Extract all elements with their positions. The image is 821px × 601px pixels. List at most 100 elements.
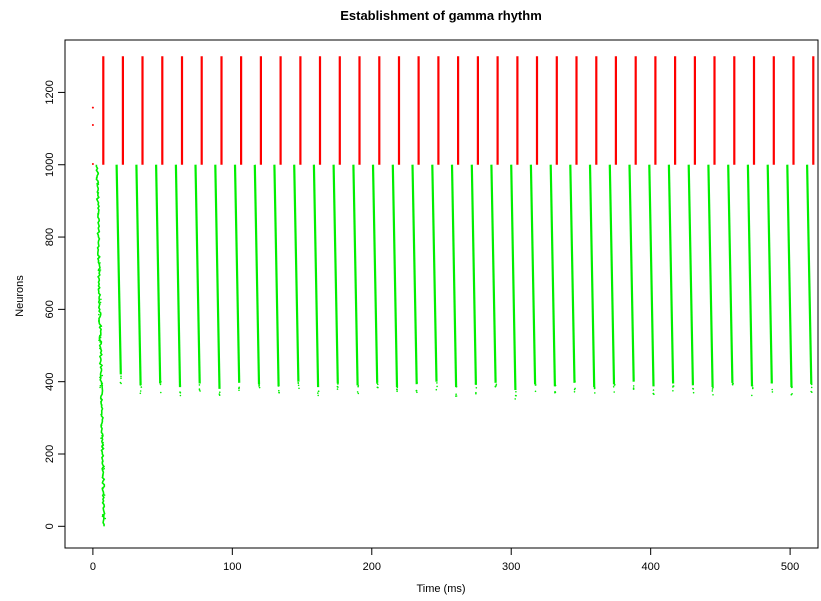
excitatory-spike xyxy=(594,387,596,389)
excitatory-spike xyxy=(238,386,240,389)
excitatory-spike xyxy=(99,376,101,379)
excitatory-spike xyxy=(495,383,498,386)
excitatory-spike xyxy=(336,388,339,390)
excitatory-spike xyxy=(672,385,675,387)
y-axis-label: Neurons xyxy=(14,275,26,317)
excitatory-spike xyxy=(100,398,102,400)
excitatory-spike xyxy=(810,390,812,393)
excitatory-spike xyxy=(101,374,104,377)
chart-title: Establishment of gamma rhythm xyxy=(340,8,542,23)
excitatory-spike xyxy=(376,382,378,385)
excitatory-spike xyxy=(711,388,714,390)
excitatory-spike xyxy=(104,517,107,520)
excitatory-spike xyxy=(101,474,104,476)
excitatory-spike xyxy=(238,389,240,392)
excitatory-burst xyxy=(727,164,734,383)
excitatory-spike xyxy=(712,386,714,389)
excitatory-spike xyxy=(179,394,182,397)
excitatory-spike xyxy=(652,392,654,395)
excitatory-spike xyxy=(98,320,100,323)
excitatory-spike xyxy=(102,506,105,509)
excitatory-spike xyxy=(632,385,635,387)
excitatory-burst xyxy=(628,164,635,382)
excitatory-spike xyxy=(95,176,98,179)
excitatory-burst xyxy=(766,164,773,384)
excitatory-burst xyxy=(253,164,261,385)
excitatory-spike xyxy=(594,392,596,394)
excitatory-burst xyxy=(569,164,576,383)
excitatory-spike xyxy=(475,387,478,389)
x-tick-label: 200 xyxy=(363,561,381,573)
excitatory-burst xyxy=(352,164,359,386)
excitatory-spike xyxy=(99,303,101,306)
excitatory-spike xyxy=(100,449,103,452)
x-tick-label: 300 xyxy=(502,561,520,573)
excitatory-spike xyxy=(99,301,102,304)
excitatory-spike xyxy=(218,386,221,389)
excitatory-burst xyxy=(391,164,399,388)
excitatory-spike xyxy=(554,391,556,394)
excitatory-spike xyxy=(100,401,102,403)
excitatory-spike xyxy=(97,269,100,272)
excitatory-spike xyxy=(752,387,754,390)
excitatory-spike xyxy=(99,336,102,339)
excitatory-burst xyxy=(411,164,418,385)
excitatory-burst xyxy=(431,164,438,382)
excitatory-spike xyxy=(731,383,734,385)
excitatory-burst xyxy=(510,164,517,391)
excitatory-spike xyxy=(475,391,477,394)
excitatory-spike xyxy=(100,413,102,416)
excitatory-burst xyxy=(786,164,793,388)
excitatory-spike xyxy=(770,381,773,384)
excitatory-burst xyxy=(233,164,241,383)
excitatory-spike xyxy=(554,384,557,387)
excitatory-burst xyxy=(293,164,300,382)
excitatory-spike xyxy=(514,394,517,397)
excitatory-spike xyxy=(97,183,100,186)
excitatory-spike xyxy=(396,386,399,389)
excitatory-spike xyxy=(219,391,221,394)
excitatory-spike xyxy=(100,325,103,328)
excitatory-spike xyxy=(534,382,536,385)
excitatory-spike xyxy=(99,384,102,387)
excitatory-spike xyxy=(317,390,320,393)
excitatory-spike xyxy=(337,383,339,385)
excitatory-spike xyxy=(415,389,418,392)
excitatory-spike xyxy=(100,298,102,301)
excitatory-spike xyxy=(100,437,102,440)
x-axis-label: Time (ms) xyxy=(416,583,465,595)
excitatory-spike xyxy=(96,191,99,193)
excitatory-spike xyxy=(98,339,100,342)
excitatory-spike xyxy=(652,389,655,391)
excitatory-spike xyxy=(357,392,360,395)
excitatory-spike xyxy=(455,393,457,396)
excitatory-spike xyxy=(198,384,201,386)
excitatory-spike xyxy=(298,387,300,390)
inhibitory-series xyxy=(91,56,815,165)
y-tick-label: 1000 xyxy=(44,152,56,176)
excitatory-spike xyxy=(297,384,300,387)
excitatory-spike xyxy=(139,392,142,395)
excitatory-spike xyxy=(416,381,418,384)
excitatory-spike xyxy=(317,394,320,397)
excitatory-spike xyxy=(790,393,793,396)
excitatory-burst xyxy=(648,164,655,387)
excitatory-spike xyxy=(515,391,517,393)
excitatory-burst xyxy=(332,164,339,384)
excitatory-spike xyxy=(102,468,104,471)
excitatory-burst xyxy=(529,164,537,385)
excitatory-spike xyxy=(810,386,813,389)
excitatory-spike xyxy=(99,347,101,350)
excitatory-burst xyxy=(470,164,477,385)
excitatory-spike xyxy=(102,447,104,450)
excitatory-burst xyxy=(135,164,142,386)
excitatory-spike xyxy=(101,444,103,447)
excitatory-initial-sweep xyxy=(95,164,106,527)
excitatory-spike xyxy=(376,386,379,389)
excitatory-spike xyxy=(297,382,300,384)
excitatory-spike xyxy=(731,381,734,384)
excitatory-burst xyxy=(608,164,616,385)
inhibitory-spike xyxy=(91,106,94,109)
excitatory-burst xyxy=(549,164,556,387)
